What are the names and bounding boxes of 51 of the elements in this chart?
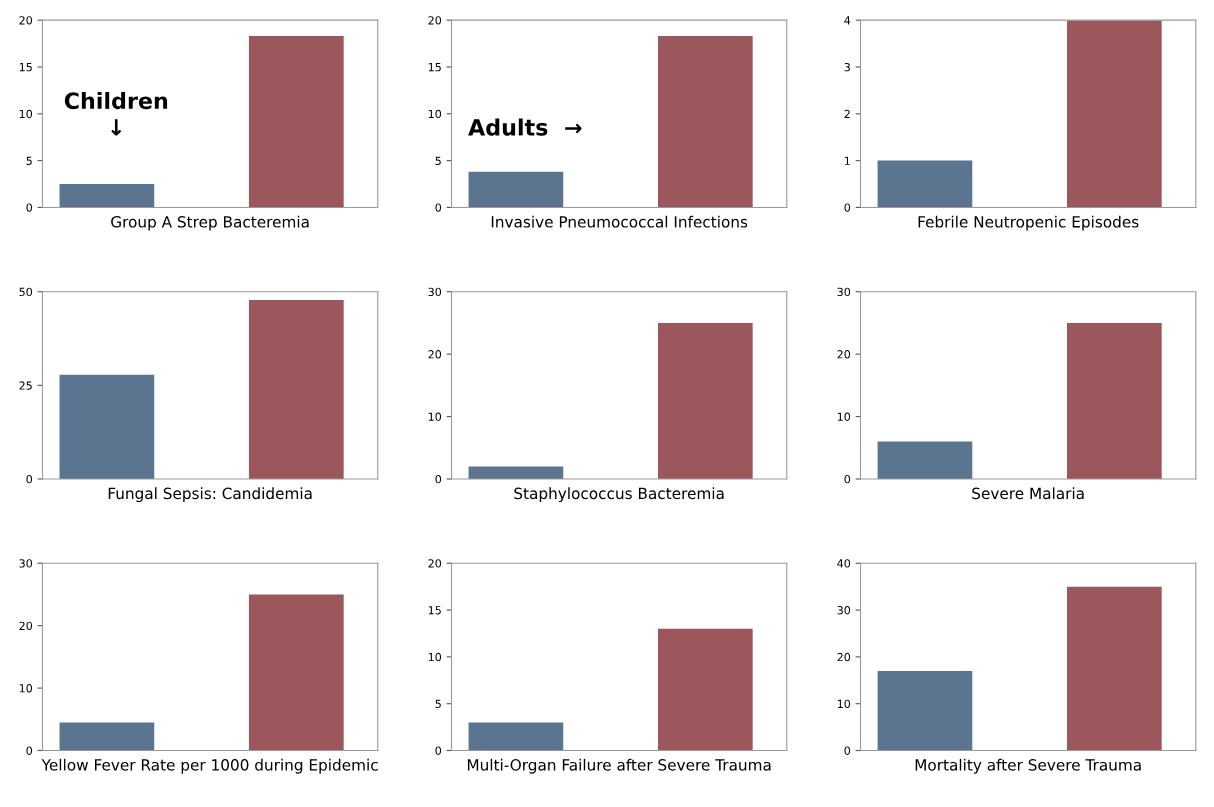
y-tick-label: 50 bbox=[19, 287, 33, 297]
y-tick-label: 30 bbox=[19, 559, 33, 568]
y-tick-label: 0 bbox=[26, 746, 33, 755]
y-tick-label: 2 bbox=[844, 109, 850, 119]
y-tick-label: 30 bbox=[837, 606, 851, 615]
y-tick-label: 30 bbox=[837, 287, 851, 297]
y-tick-label: 0 bbox=[26, 203, 33, 212]
x-axis-title: Staphylococcus Bacteremia bbox=[514, 487, 724, 503]
x-axis-title: Yellow Fever Rate per 1000 during Epidemic bbox=[41, 758, 378, 774]
y-tick-label: 5 bbox=[26, 156, 32, 165]
y-tick-label: 10 bbox=[428, 652, 442, 662]
y-tick-label: 20 bbox=[837, 350, 851, 359]
y-tick-label: 10 bbox=[428, 109, 442, 119]
y-tick-label: 0 bbox=[844, 474, 851, 484]
x-axis-title: Invasive Pneumococcal Infections bbox=[491, 215, 748, 228]
x-axis-title: Multi-Organ Failure after Severe Trauma bbox=[467, 758, 771, 774]
y-tick-label: 0 bbox=[844, 203, 851, 212]
y-tick-label: 0 bbox=[435, 746, 442, 755]
y-tick-label: 40 bbox=[837, 559, 851, 568]
y-tick-label: 10 bbox=[428, 412, 442, 421]
y-tick-label: 10 bbox=[19, 684, 33, 693]
y-tick-label: 0 bbox=[26, 474, 33, 484]
y-tick-label: 20 bbox=[19, 621, 33, 631]
y-tick-label: 0 bbox=[844, 746, 851, 755]
y-tick-label: 20 bbox=[428, 16, 442, 25]
annotation: Adults → bbox=[468, 118, 582, 136]
x-axis-title: Severe Malaria bbox=[972, 487, 1084, 500]
y-tick-label: 15 bbox=[19, 63, 32, 72]
y-tick-label: 1 bbox=[844, 156, 850, 165]
y-tick-label: 0 bbox=[435, 474, 442, 484]
y-tick-label: 10 bbox=[19, 109, 33, 119]
x-axis-title: Group A Strep Bacteremia bbox=[111, 215, 309, 231]
y-tick-label: 10 bbox=[837, 412, 851, 421]
y-tick-label: 20 bbox=[428, 350, 442, 359]
x-axis-title: Mortality after Severe Trauma bbox=[915, 758, 1141, 774]
y-tick-label: 20 bbox=[19, 16, 33, 25]
y-tick-label: 30 bbox=[428, 287, 442, 297]
x-axis-title: Fungal Sepsis: Candidemia bbox=[108, 487, 312, 503]
y-tick-label: 5 bbox=[435, 699, 441, 709]
y-tick-label: 10 bbox=[837, 699, 851, 709]
y-tick-label: 0 bbox=[435, 203, 442, 212]
annotation: Children ↓ bbox=[64, 91, 168, 136]
y-tick-label: 3 bbox=[844, 62, 850, 72]
y-tick-label: 15 bbox=[428, 606, 441, 615]
y-tick-label: 25 bbox=[19, 381, 32, 390]
y-tick-label: 20 bbox=[428, 559, 442, 568]
y-tick-label: 4 bbox=[844, 16, 851, 25]
y-tick-label: 5 bbox=[435, 156, 441, 165]
y-tick-label: 15 bbox=[428, 63, 441, 72]
x-axis-title: Febrile Neutropenic Episodes bbox=[918, 215, 1139, 231]
y-tick-label: 20 bbox=[837, 652, 851, 662]
